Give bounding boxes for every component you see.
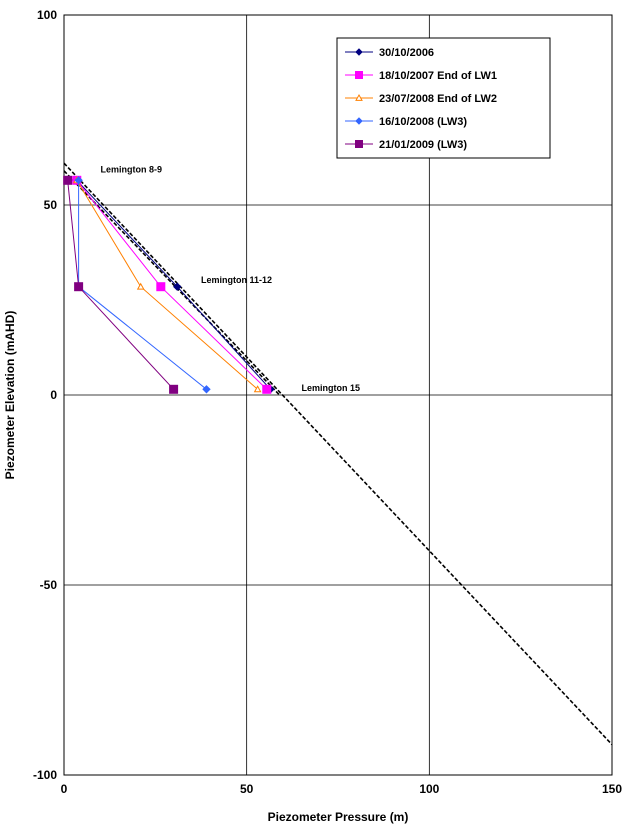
x-tick-label: 100	[419, 782, 439, 796]
data-point	[173, 282, 182, 291]
series-5	[63, 175, 179, 394]
data-point	[253, 385, 262, 393]
plot-area	[63, 14, 613, 776]
data-point	[169, 384, 179, 394]
y-tick-label: 50	[44, 198, 58, 212]
legend-label: 21/01/2009 (LW3)	[379, 139, 467, 151]
y-tick-label: -100	[33, 768, 57, 782]
legend-label: 30/10/2006	[379, 47, 434, 59]
data-point	[202, 385, 211, 394]
x-tick-label: 150	[602, 782, 622, 796]
data-point	[74, 282, 84, 292]
legend-label: 18/10/2007 End of LW1	[379, 70, 497, 82]
legend-marker	[355, 140, 363, 148]
legend-label: 23/07/2008 End of LW2	[379, 93, 497, 105]
data-point	[262, 384, 272, 394]
y-tick-label: -50	[40, 578, 58, 592]
legend: 30/10/2006 18/10/2007 End of LW1 23/07/200…	[336, 37, 551, 159]
legend-item: 23/07/2008 End of LW2	[345, 93, 497, 105]
reference-line-2	[63, 170, 281, 396]
data-point	[136, 282, 145, 290]
reference-line-1	[63, 162, 613, 746]
legend-item: 21/01/2009 (LW3)	[345, 139, 467, 151]
data-point	[63, 175, 73, 185]
y-tick-label: 0	[50, 388, 57, 402]
y-axis-title: Piezometer Elevation (mAHD)	[3, 311, 17, 480]
annotation-label: Lemington 8-9	[101, 165, 163, 175]
legend-marker	[355, 93, 363, 101]
x-axis-title: Piezometer Pressure (m)	[268, 810, 409, 824]
legend-marker	[355, 71, 363, 79]
data-point	[156, 282, 166, 292]
legend-item: 30/10/2006	[345, 47, 434, 59]
x-tick-label: 50	[240, 782, 254, 796]
annotation-label: Lemington 15	[301, 383, 360, 393]
legend-item: 16/10/2008 (LW3)	[345, 116, 467, 128]
y-tick-label: 100	[37, 8, 57, 22]
legend-label: 16/10/2008 (LW3)	[379, 116, 467, 128]
legend-marker	[355, 48, 363, 56]
series-line	[78, 180, 207, 390]
reference-lines	[63, 162, 613, 746]
legend-item: 18/10/2007 End of LW1	[345, 70, 497, 82]
data-point	[74, 176, 83, 185]
legend-marker	[355, 117, 363, 125]
tick-labels: 0 50 100 150 -100 -50 0 50 100	[33, 8, 622, 796]
annotations: Lemington 8-9 Lemington 11-12 Lemington 15	[101, 165, 360, 394]
x-tick-label: 0	[61, 782, 68, 796]
annotation-label: Lemington 11-12	[201, 275, 272, 285]
series-group	[63, 175, 275, 394]
series-4	[74, 176, 211, 394]
